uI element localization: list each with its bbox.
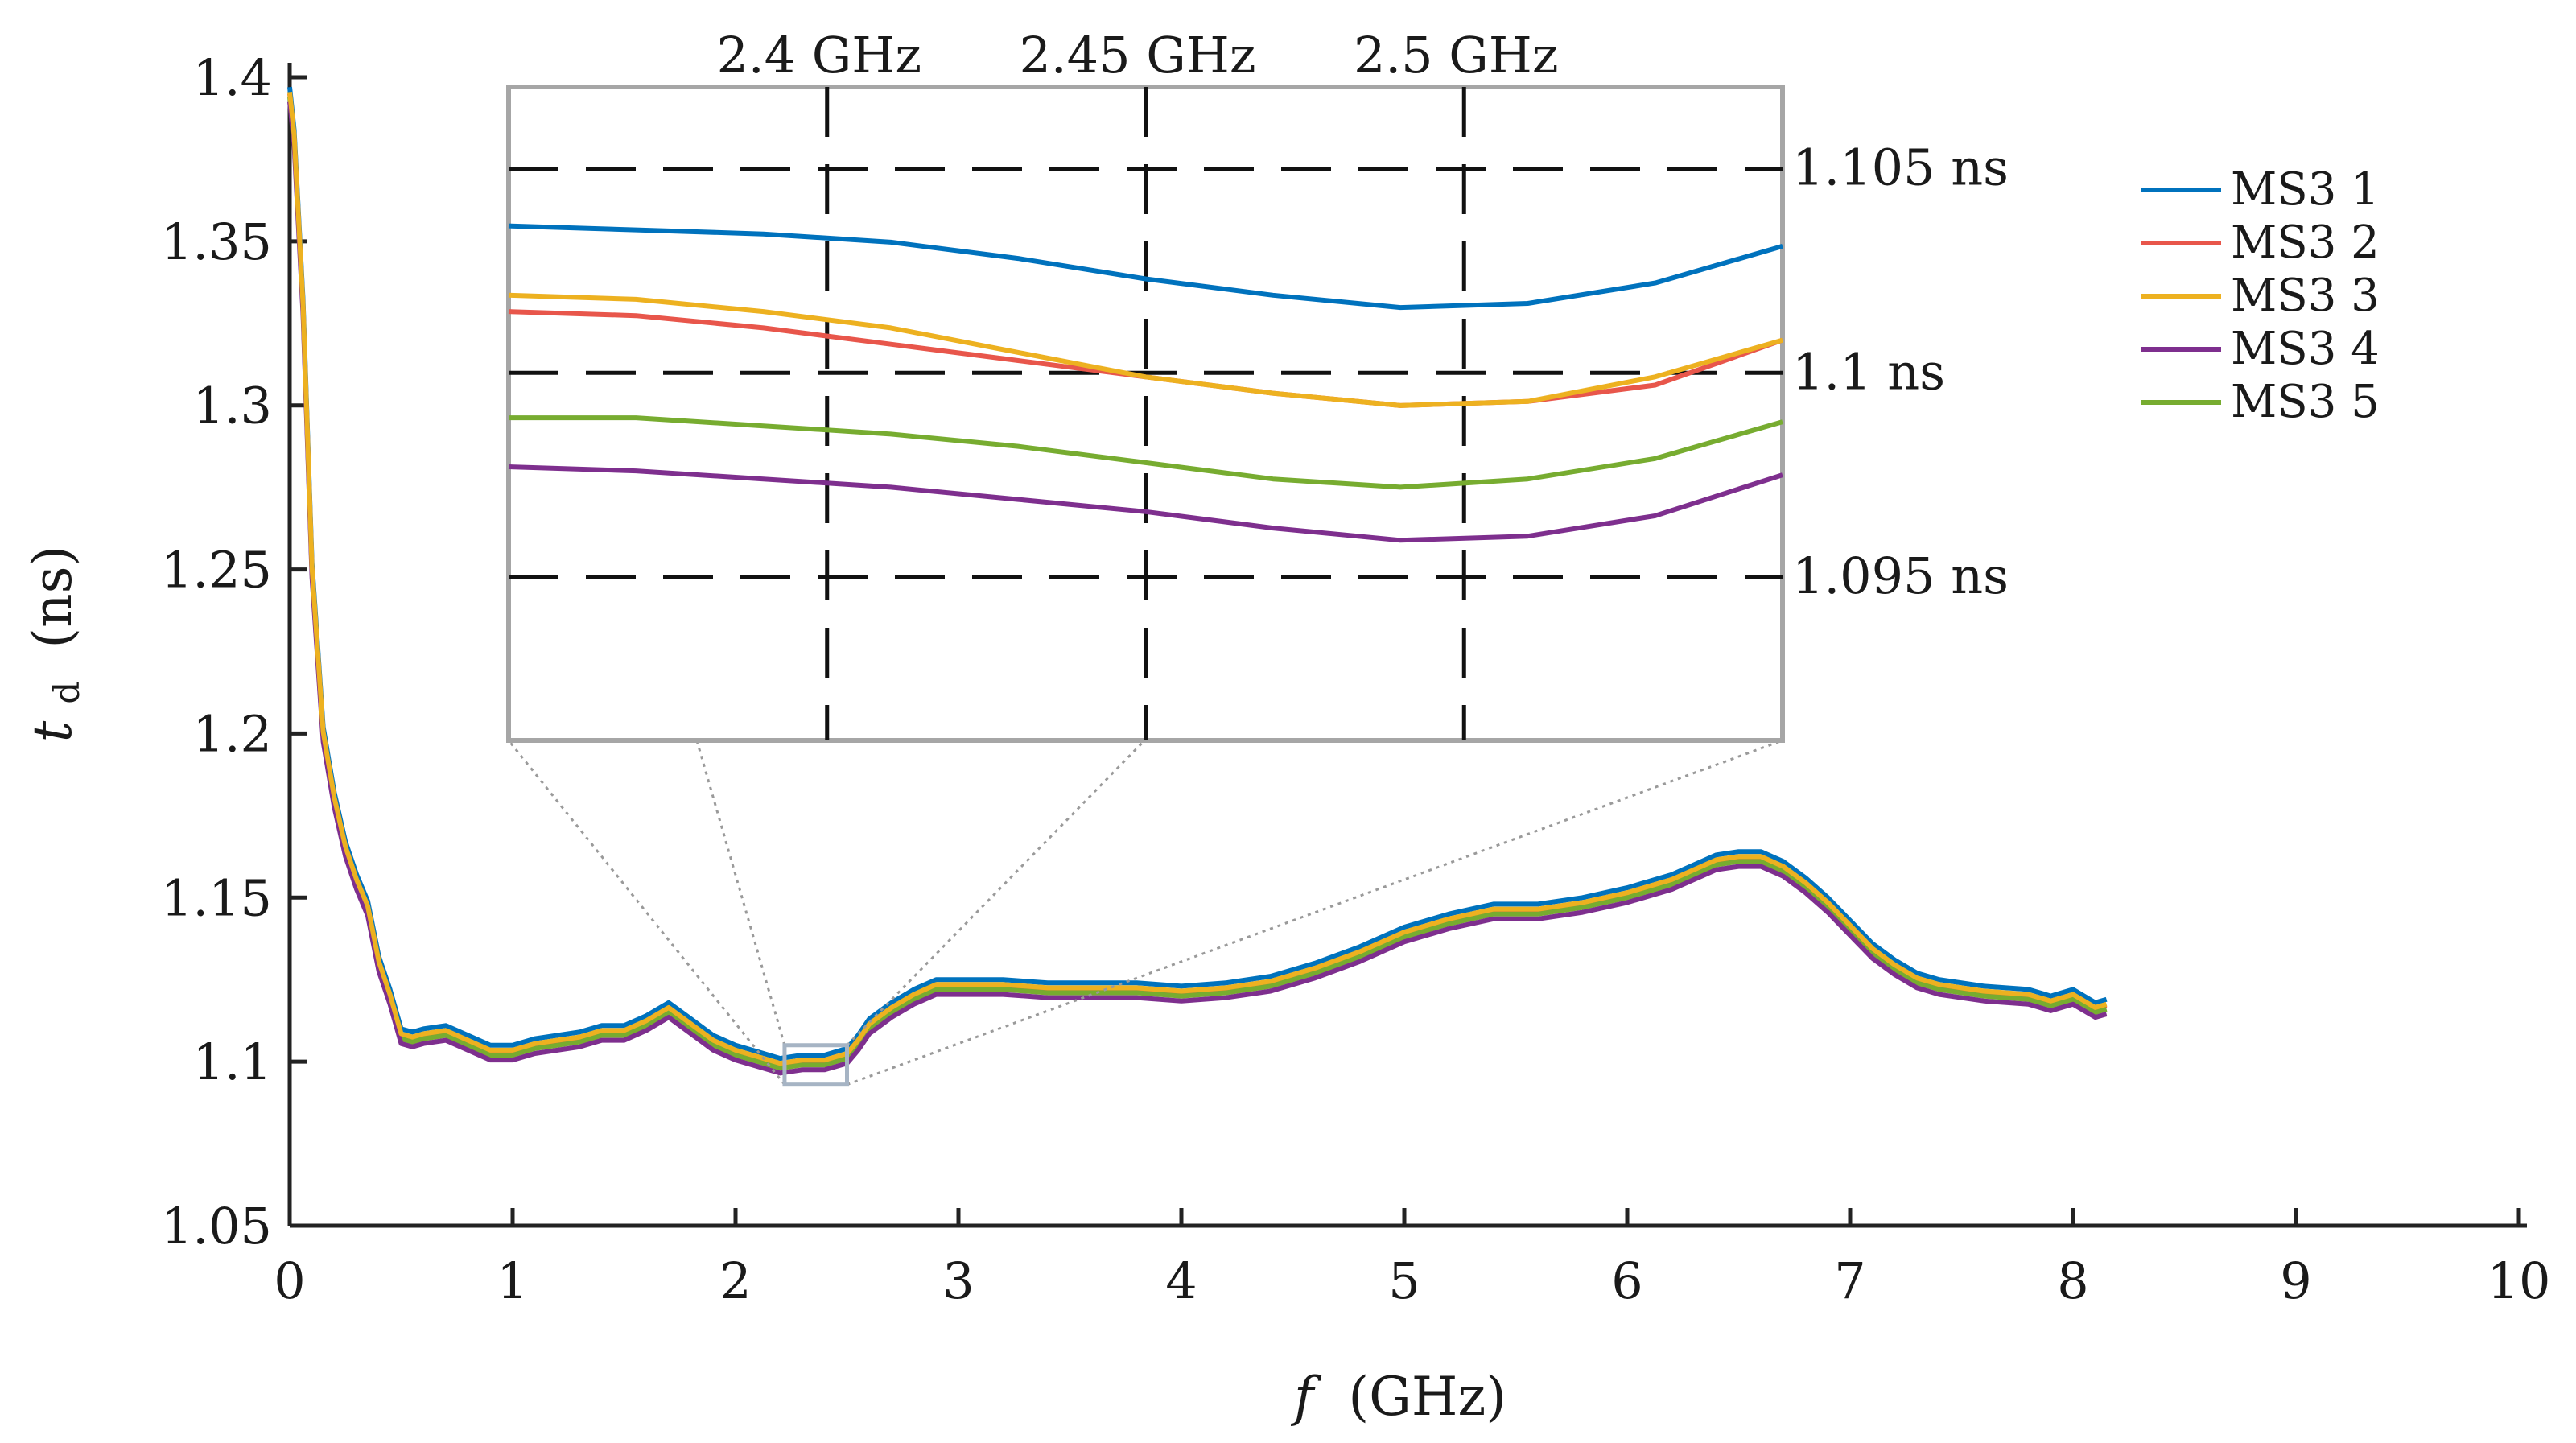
connector-bottom-left — [507, 740, 786, 1086]
legend-label: MS3 3 — [2231, 270, 2380, 322]
y-tick-label: 1.25 — [161, 541, 272, 600]
x-axis-unit: (GHz) — [1348, 1366, 1506, 1428]
x-tick-label: 10 — [2487, 1251, 2551, 1310]
y-tick-label: 1.1 — [192, 1033, 272, 1091]
y-tick-label: 1.35 — [161, 212, 272, 271]
y-axis-symbol: t — [22, 720, 84, 742]
y-ticks: 1.05 1.1 1.15 1.2 1.25 1.3 1.35 1.4 — [161, 48, 307, 1255]
series-line-5 — [287, 97, 2108, 1071]
series-line-1 — [287, 86, 2108, 1062]
inset-reference-lines — [509, 87, 1783, 740]
inset-labels: 2.4 GHz 2.45 GHz 2.5 GHz 1.105 ns 1.1 ns 1.09… — [716, 26, 2008, 605]
y-tick-label: 1.15 — [161, 868, 272, 927]
y-axis-title: t d (ns) — [22, 546, 92, 743]
y-tick-label: 1.3 — [192, 377, 272, 435]
legend-label: MS3 2 — [2231, 216, 2380, 269]
inset-vline-label: 2.4 GHz — [716, 26, 921, 85]
legend-label: MS3 5 — [2231, 376, 2380, 428]
x-ticks: 0 1 2 3 4 5 6 7 8 9 10 — [274, 1208, 2550, 1310]
inset-series-line-3 — [508, 292, 1783, 408]
inset-series-line-1 — [508, 223, 1783, 311]
x-tick-label: 3 — [942, 1251, 974, 1310]
legend-label: MS3 1 — [2231, 163, 2380, 216]
inset-vline-label: 2.45 GHz — [1019, 26, 1255, 85]
x-axis-symbol: f — [1290, 1366, 1322, 1428]
zoom-source-rect — [782, 1043, 849, 1087]
legend-label: MS3 4 — [2231, 323, 2380, 375]
x-tick-label: 8 — [2057, 1251, 2088, 1310]
inset-hline-label: 1.1 ns — [1792, 342, 1945, 401]
y-tick-label: 1.05 — [161, 1197, 272, 1255]
y-axis-subscript: d — [47, 682, 88, 704]
x-tick-label: 6 — [1611, 1251, 1642, 1310]
x-axis-title: f (GHz) — [1290, 1366, 1506, 1428]
zoom-inset: 2.4 GHz 2.45 GHz 2.5 GHz 1.105 ns 1.1 ns 1.09… — [506, 26, 2009, 743]
connector-bottom-right — [846, 739, 1783, 1086]
inset-vline-label: 2.5 GHz — [1354, 26, 1559, 85]
y-axis-unit: (ns) — [22, 546, 84, 649]
x-tick-label: 0 — [274, 1251, 305, 1310]
x-tick-label: 1 — [497, 1251, 528, 1310]
x-tick-label: 5 — [1388, 1251, 1420, 1310]
x-tick-label: 9 — [2280, 1251, 2311, 1310]
x-tick-label: 7 — [1834, 1251, 1865, 1310]
inset-hline-label: 1.105 ns — [1792, 138, 2009, 197]
axes — [287, 63, 2527, 1228]
inset-series-lines — [508, 223, 1783, 543]
series-line-4 — [287, 101, 2108, 1076]
inset-hline-label: 1.095 ns — [1792, 546, 2009, 605]
x-tick-label: 2 — [719, 1251, 751, 1310]
inset-series-line-4 — [508, 464, 1783, 543]
series-lines — [287, 86, 2108, 1076]
x-tick-label: 4 — [1165, 1251, 1197, 1310]
y-tick-label: 1.4 — [192, 48, 272, 107]
series-line-3 — [287, 91, 2108, 1066]
y-tick-label: 1.2 — [192, 704, 272, 763]
inset-series-line-5 — [509, 415, 1783, 490]
